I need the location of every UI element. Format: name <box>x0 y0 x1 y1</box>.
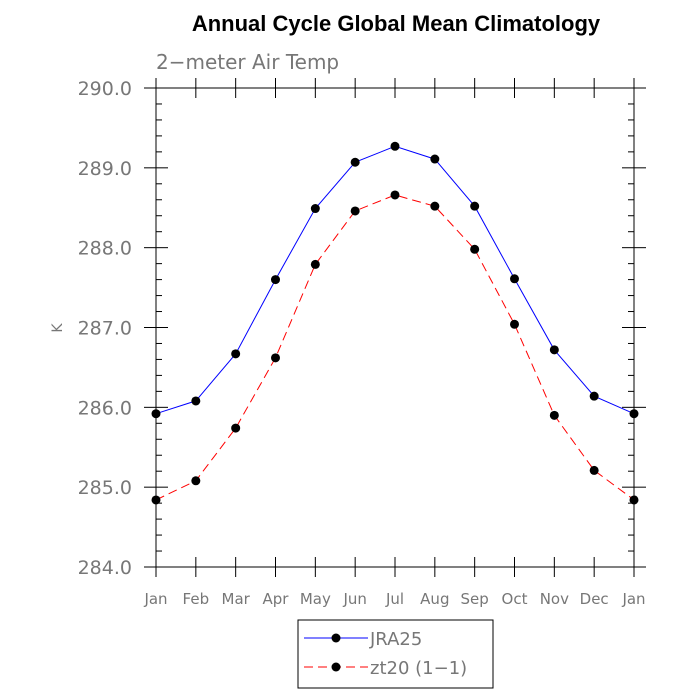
chart-subtitle: 2−meter Air Temp <box>156 50 339 74</box>
x-tick-label: Feb <box>183 590 210 608</box>
data-point-series-0 <box>589 391 599 401</box>
x-tick-label: Aug <box>420 590 449 608</box>
data-point-series-1 <box>470 244 480 254</box>
y-tick-label: 290.0 <box>78 78 132 100</box>
data-point-series-0 <box>271 275 280 285</box>
y-axis-label: K <box>50 323 66 333</box>
data-point-series-0 <box>231 349 241 359</box>
data-point-series-0 <box>510 274 519 284</box>
data-point-series-0 <box>350 157 360 167</box>
x-tick-label: Oct <box>502 590 528 608</box>
data-point-series-0 <box>549 345 559 355</box>
data-point-series-0 <box>629 409 639 419</box>
data-point-series-0 <box>310 204 320 214</box>
data-point-series-1 <box>430 201 440 211</box>
x-axis-ticks: Jan Feb Mar Apr May Jun Jul Aug Sep Oct Nov Dec Jan <box>143 78 646 608</box>
series-layer <box>151 141 639 505</box>
x-tick-label: Dec <box>580 590 609 608</box>
data-point-series-0 <box>470 201 480 211</box>
y-tick-label: 289.0 <box>78 158 132 180</box>
x-tick-label: Mar <box>222 590 251 608</box>
y-tick-label: 286.0 <box>78 397 132 419</box>
x-tick-label: Jun <box>342 590 366 608</box>
chart-title: Annual Cycle Global Mean Climatology <box>192 11 601 36</box>
data-point-series-1 <box>151 495 161 505</box>
plot-frame <box>155 87 635 568</box>
data-point-series-1 <box>231 423 241 433</box>
data-point-series-1 <box>271 353 280 363</box>
x-tick-label: Jul <box>385 590 404 608</box>
y-tick-label: 284.0 <box>78 557 132 579</box>
series-line-1 <box>155 194 635 501</box>
x-tick-label: Sep <box>461 590 489 608</box>
legend-label-jra25: JRA25 <box>369 629 422 650</box>
legend-box <box>297 619 494 689</box>
x-tick-label: Apr <box>263 590 290 608</box>
x-tick-label: Nov <box>540 590 569 608</box>
data-point-series-1 <box>390 190 400 200</box>
data-point-series-1 <box>310 259 320 269</box>
data-point-series-1 <box>350 206 360 216</box>
data-point-series-1 <box>510 319 519 329</box>
data-point-series-1 <box>191 476 201 486</box>
data-point-series-0 <box>191 396 201 406</box>
y-tick-label: 287.0 <box>78 318 132 340</box>
data-point-series-0 <box>390 141 400 151</box>
data-point-series-1 <box>589 465 599 475</box>
legend-marker-jra25 <box>331 633 341 643</box>
legend-label-zt20: zt20 (1−1) <box>370 658 467 679</box>
y-tick-label: 288.0 <box>78 238 132 260</box>
data-point-series-1 <box>629 495 639 505</box>
data-point-series-1 <box>549 410 559 420</box>
x-tick-label: Jan <box>143 590 167 608</box>
legend-marker-zt20 <box>331 662 341 672</box>
x-tick-label: May <box>300 590 331 608</box>
y-axis-ticks: 284.0 285.0 286.0 287.0 288.0 289.0 290.0 <box>78 78 646 579</box>
y-tick-label: 285.0 <box>78 477 132 499</box>
data-point-series-0 <box>151 409 161 419</box>
x-tick-label: Jan <box>621 590 645 608</box>
series-line-0 <box>155 145 635 415</box>
legend: JRA25 zt20 (1−1) <box>297 619 494 689</box>
data-point-series-0 <box>430 154 440 164</box>
